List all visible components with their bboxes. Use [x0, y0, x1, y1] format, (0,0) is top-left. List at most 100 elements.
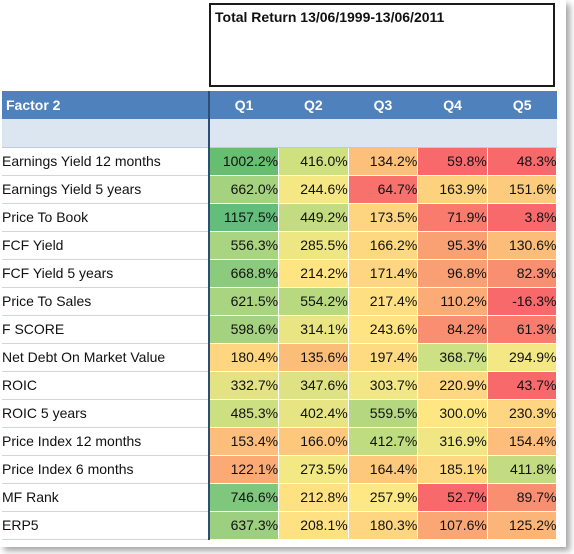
spacer-cell[interactable]: [417, 119, 488, 148]
return-value-cell-q5[interactable]: 294.9%: [487, 343, 558, 372]
quintile-header-q3[interactable]: Q3: [348, 91, 419, 119]
return-value-cell-q5[interactable]: 3.8%: [487, 203, 558, 232]
return-value-cell-q2[interactable]: 208.1%: [278, 511, 349, 540]
return-value-cell-q2[interactable]: 314.1%: [278, 315, 349, 344]
return-value-cell-q4[interactable]: 107.6%: [417, 511, 488, 540]
return-value-cell-q1[interactable]: 153.4%: [209, 427, 280, 456]
return-value-cell-q2[interactable]: 554.2%: [278, 287, 349, 316]
return-value-cell-q4[interactable]: 368.7%: [417, 343, 488, 372]
title-cell[interactable]: Total Return 13/06/1999-13/06/2011: [209, 3, 555, 87]
quintile-header-q1[interactable]: Q1: [209, 91, 280, 119]
factor-name-cell[interactable]: Price Index 12 months: [2, 427, 210, 456]
return-value-cell-q3[interactable]: 257.9%: [348, 483, 419, 512]
return-value-cell-q3[interactable]: 134.2%: [348, 147, 419, 176]
return-value-cell-q1[interactable]: 662.0%: [209, 175, 280, 204]
return-value-cell-q3[interactable]: 559.5%: [348, 399, 419, 428]
quintile-header-q2[interactable]: Q2: [278, 91, 349, 119]
spacer-cell[interactable]: [348, 119, 418, 148]
factor-name-cell[interactable]: ROIC: [2, 371, 210, 400]
return-value-cell-q5[interactable]: 61.3%: [487, 315, 558, 344]
return-value-cell-q5[interactable]: -16.3%: [487, 287, 558, 316]
quintile-header-q4[interactable]: Q4: [417, 91, 488, 119]
return-value-cell-q3[interactable]: 180.3%: [348, 511, 419, 540]
return-value-cell-q1[interactable]: 1157.5%: [209, 203, 280, 232]
return-value-cell-q2[interactable]: 285.5%: [278, 231, 349, 260]
return-value-cell-q3[interactable]: 303.7%: [348, 371, 419, 400]
return-value-cell-q2[interactable]: 402.4%: [278, 399, 349, 428]
quintile-header-q5[interactable]: Q5: [487, 91, 558, 119]
return-value-cell-q5[interactable]: 125.2%: [487, 511, 558, 540]
return-value-cell-q4[interactable]: 95.3%: [417, 231, 488, 260]
return-value-cell-q4[interactable]: 52.7%: [417, 483, 488, 512]
spreadsheet-frame: Total Return 13/06/1999-13/06/2011 Facto…: [2, 3, 558, 540]
factor-name-cell[interactable]: Price To Book: [2, 203, 210, 232]
factor-name-cell[interactable]: F SCORE: [2, 315, 210, 344]
return-value-cell-q3[interactable]: 64.7%: [348, 175, 419, 204]
factor-name-cell[interactable]: FCF Yield 5 years: [2, 259, 210, 288]
return-value-cell-q3[interactable]: 412.7%: [348, 427, 419, 456]
return-value-cell-q5[interactable]: 130.6%: [487, 231, 558, 260]
return-value-cell-q3[interactable]: 166.2%: [348, 231, 419, 260]
factor-name-cell[interactable]: Price To Sales: [2, 287, 210, 316]
factor-name-cell[interactable]: Earnings Yield 5 years: [2, 175, 210, 204]
return-value-cell-q2[interactable]: 347.6%: [278, 371, 349, 400]
return-value-cell-q5[interactable]: 411.8%: [487, 455, 558, 484]
return-value-cell-q3[interactable]: 197.4%: [348, 343, 419, 372]
return-value-cell-q2[interactable]: 135.6%: [278, 343, 349, 372]
return-value-cell-q2[interactable]: 449.2%: [278, 203, 349, 232]
factor-name-cell[interactable]: MF Rank: [2, 483, 210, 512]
return-value-cell-q1[interactable]: 746.6%: [209, 483, 280, 512]
return-value-cell-q4[interactable]: 71.9%: [417, 203, 488, 232]
factor-name-cell[interactable]: Net Debt On Market Value: [2, 343, 210, 372]
return-value-cell-q1[interactable]: 122.1%: [209, 455, 280, 484]
return-value-cell-q1[interactable]: 668.8%: [209, 259, 280, 288]
factor-name-cell[interactable]: Price Index 6 months: [2, 455, 210, 484]
return-value-cell-q4[interactable]: 220.9%: [417, 371, 488, 400]
factor-name-cell[interactable]: Earnings Yield 12 months: [2, 147, 210, 176]
return-value-cell-q4[interactable]: 110.2%: [417, 287, 488, 316]
return-value-cell-q4[interactable]: 84.2%: [417, 315, 488, 344]
return-value-cell-q4[interactable]: 300.0%: [417, 399, 488, 428]
return-value-cell-q1[interactable]: 637.3%: [209, 511, 280, 540]
table-row: ROIC 5 years 485.3% 402.4% 559.5% 300.0% 230.…: [2, 399, 558, 428]
return-value-cell-q3[interactable]: 173.5%: [348, 203, 419, 232]
factor-name-cell[interactable]: ROIC 5 years: [2, 399, 210, 428]
return-value-cell-q5[interactable]: 154.4%: [487, 427, 558, 456]
return-value-cell-q4[interactable]: 96.8%: [417, 259, 488, 288]
return-value-cell-q2[interactable]: 244.6%: [278, 175, 349, 204]
return-value-cell-q5[interactable]: 82.3%: [487, 259, 558, 288]
return-value-cell-q1[interactable]: 180.4%: [209, 343, 280, 372]
return-value-cell-q3[interactable]: 164.4%: [348, 455, 419, 484]
return-value-cell-q2[interactable]: 416.0%: [278, 147, 349, 176]
return-value-cell-q4[interactable]: 316.9%: [417, 427, 488, 456]
factor-column-header[interactable]: Factor 2: [2, 91, 210, 119]
return-value-cell-q1[interactable]: 598.6%: [209, 315, 280, 344]
return-value-cell-q5[interactable]: 151.6%: [487, 175, 558, 204]
return-value-cell-q2[interactable]: 273.5%: [278, 455, 349, 484]
return-value-cell-q3[interactable]: 171.4%: [348, 259, 419, 288]
return-value-cell-q2[interactable]: 214.2%: [278, 259, 349, 288]
spacer-cell[interactable]: [487, 119, 557, 148]
return-value-cell-q3[interactable]: 243.6%: [348, 315, 419, 344]
return-value-cell-q5[interactable]: 230.3%: [487, 399, 558, 428]
spacer-cell[interactable]: [2, 119, 210, 148]
return-value-cell-q4[interactable]: 185.1%: [417, 455, 488, 484]
return-value-cell-q5[interactable]: 89.7%: [487, 483, 558, 512]
return-value-cell-q1[interactable]: 332.7%: [209, 371, 280, 400]
return-value-cell-q1[interactable]: 621.5%: [209, 287, 280, 316]
return-value-cell-q1[interactable]: 1002.2%: [209, 147, 280, 176]
return-value-cell-q3[interactable]: 217.4%: [348, 287, 419, 316]
factor-name-cell[interactable]: ERP5: [2, 511, 210, 540]
factor-name-cell[interactable]: FCF Yield: [2, 231, 210, 260]
return-value-cell-q5[interactable]: 48.3%: [487, 147, 558, 176]
return-value-cell-q5[interactable]: 43.7%: [487, 371, 558, 400]
return-value-cell-q4[interactable]: 59.8%: [417, 147, 488, 176]
table-row: Earnings Yield 5 years 662.0% 244.6% 64.7% 1…: [2, 175, 558, 204]
spacer-cell[interactable]: [278, 119, 349, 148]
return-value-cell-q1[interactable]: 485.3%: [209, 399, 280, 428]
return-value-cell-q1[interactable]: 556.3%: [209, 231, 280, 260]
return-value-cell-q4[interactable]: 163.9%: [417, 175, 488, 204]
return-value-cell-q2[interactable]: 166.0%: [278, 427, 349, 456]
return-value-cell-q2[interactable]: 212.8%: [278, 483, 349, 512]
spacer-cell[interactable]: [209, 119, 279, 148]
